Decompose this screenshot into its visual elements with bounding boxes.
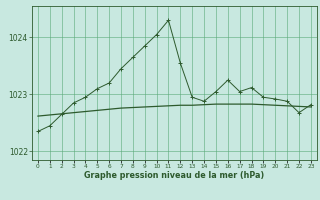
X-axis label: Graphe pression niveau de la mer (hPa): Graphe pression niveau de la mer (hPa)	[84, 171, 265, 180]
